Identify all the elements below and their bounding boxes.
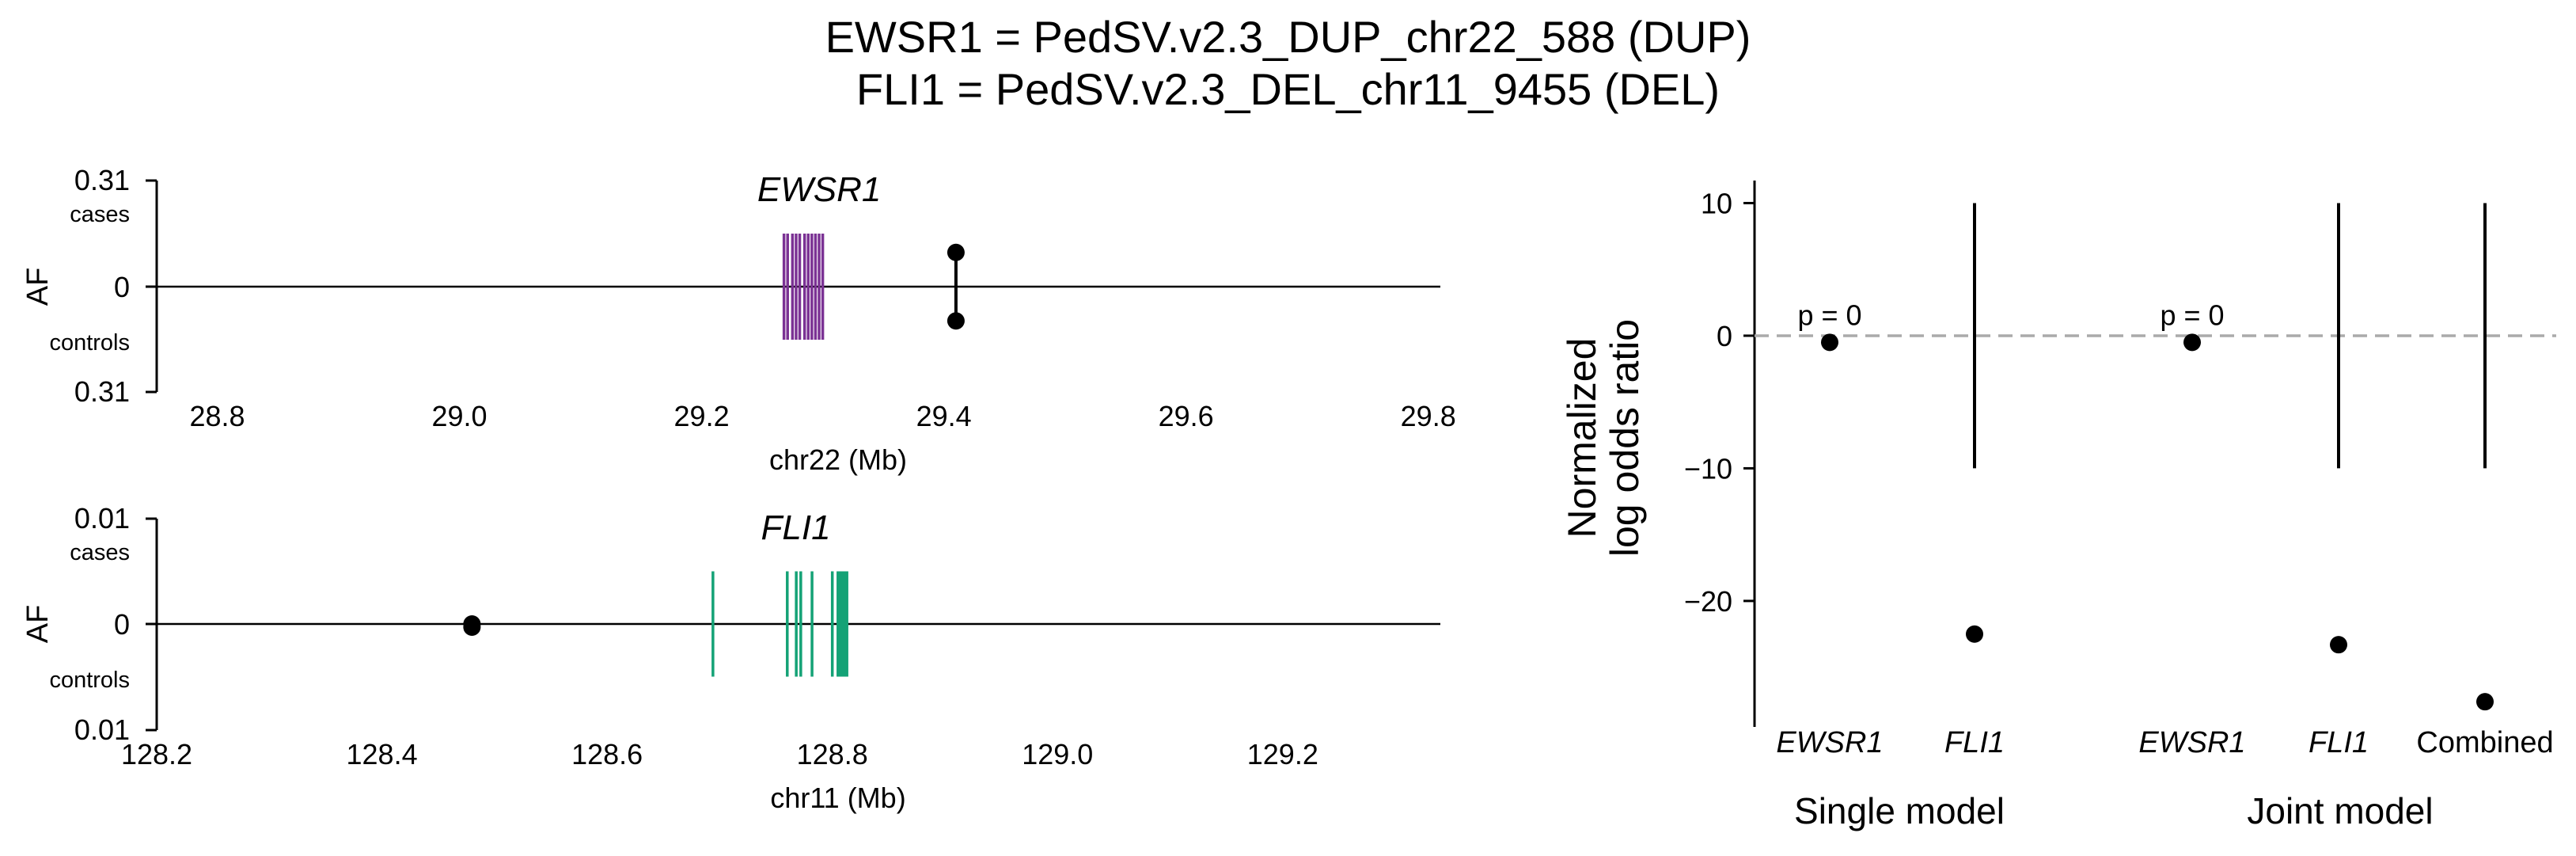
y-tick-label: −20: [1684, 585, 1732, 618]
category-label: Combined: [2416, 726, 2553, 759]
x-axis-title: chr22 (Mb): [769, 443, 907, 476]
title-line-1: EWSR1 = PedSV.v2.3_DUP_chr22_588 (DUP): [825, 12, 1751, 62]
group-label: Joint model: [2247, 790, 2433, 831]
y-zero-label: 0: [114, 608, 130, 641]
y-zero-label: 0: [114, 271, 130, 303]
y-bottom-label: 0.01: [74, 713, 130, 746]
x-tick-label: 29.2: [674, 400, 730, 432]
gene-title: FLI1: [761, 508, 831, 547]
y-tick-label: 0: [1717, 320, 1732, 352]
variant-controls-point: [463, 618, 481, 636]
y-bottom-label: 0.31: [74, 375, 130, 408]
gene-title: EWSR1: [757, 170, 881, 209]
y-top-label: 0.31: [74, 164, 130, 196]
category-label: FLI1: [1944, 726, 2005, 759]
y-tick-label: 10: [1701, 187, 1732, 219]
y-tick-label: −10: [1684, 452, 1732, 485]
x-tick-label: 29.0: [432, 400, 488, 432]
x-tick-label: 128.8: [797, 738, 868, 770]
y-axis-title-line-1: Normalized: [1560, 338, 1604, 538]
figure-title: EWSR1 = PedSV.v2.3_DUP_chr22_588 (DUP) F…: [0, 11, 2576, 116]
x-tick-label: 129.0: [1022, 738, 1093, 770]
category-label: EWSR1: [2138, 726, 2245, 759]
y-axis-title: AF: [21, 268, 55, 306]
p-value-annotation: p = 0: [1797, 299, 1861, 331]
x-tick-label: 128.2: [121, 738, 192, 770]
y-controls-label: controls: [49, 668, 130, 693]
category-label: EWSR1: [1776, 726, 1883, 759]
estimate-point: [1966, 625, 1983, 643]
estimate-point: [2476, 693, 2494, 711]
x-tick-label: 128.6: [571, 738, 643, 770]
y-cases-label: cases: [70, 202, 130, 227]
x-tick-label: 29.4: [916, 400, 972, 432]
y-axis-title: AF: [21, 605, 55, 644]
variant-controls-point: [947, 312, 965, 330]
y-axis-title-line-2: log odds ratio: [1603, 319, 1647, 557]
x-axis-title: chr11 (Mb): [770, 782, 905, 814]
group-label: Single model: [1794, 790, 2005, 831]
ewsr1-locus-panel: 0.31 cases 0 controls 0.31 AF 28.8 29.0 29.2 29.4…: [21, 164, 1456, 476]
p-value-annotation: p = 0: [2160, 299, 2224, 331]
title-line-2: FLI1 = PedSV.v2.3_DEL_chr11_9455 (DEL): [856, 64, 1720, 114]
x-tick-label: 28.8: [189, 400, 245, 432]
y-top-label: 0.01: [74, 502, 130, 535]
estimate-point: [1821, 333, 1838, 352]
x-tick-label: 29.6: [1159, 400, 1214, 432]
variant-cases-point: [947, 243, 965, 261]
y-cases-label: cases: [70, 540, 130, 565]
y-controls-label: controls: [49, 330, 130, 356]
category-label: FLI1: [2309, 726, 2369, 759]
x-tick-label: 128.4: [347, 738, 418, 770]
x-tick-label: 29.8: [1401, 400, 1456, 432]
fli1-locus-panel: 0.01 cases 0 controls 0.01 AF 128.2 128.4 128.6 1…: [21, 502, 1440, 814]
estimate-point: [2330, 636, 2347, 654]
x-tick-label: 129.2: [1247, 738, 1318, 770]
estimate-point: [2183, 333, 2201, 352]
